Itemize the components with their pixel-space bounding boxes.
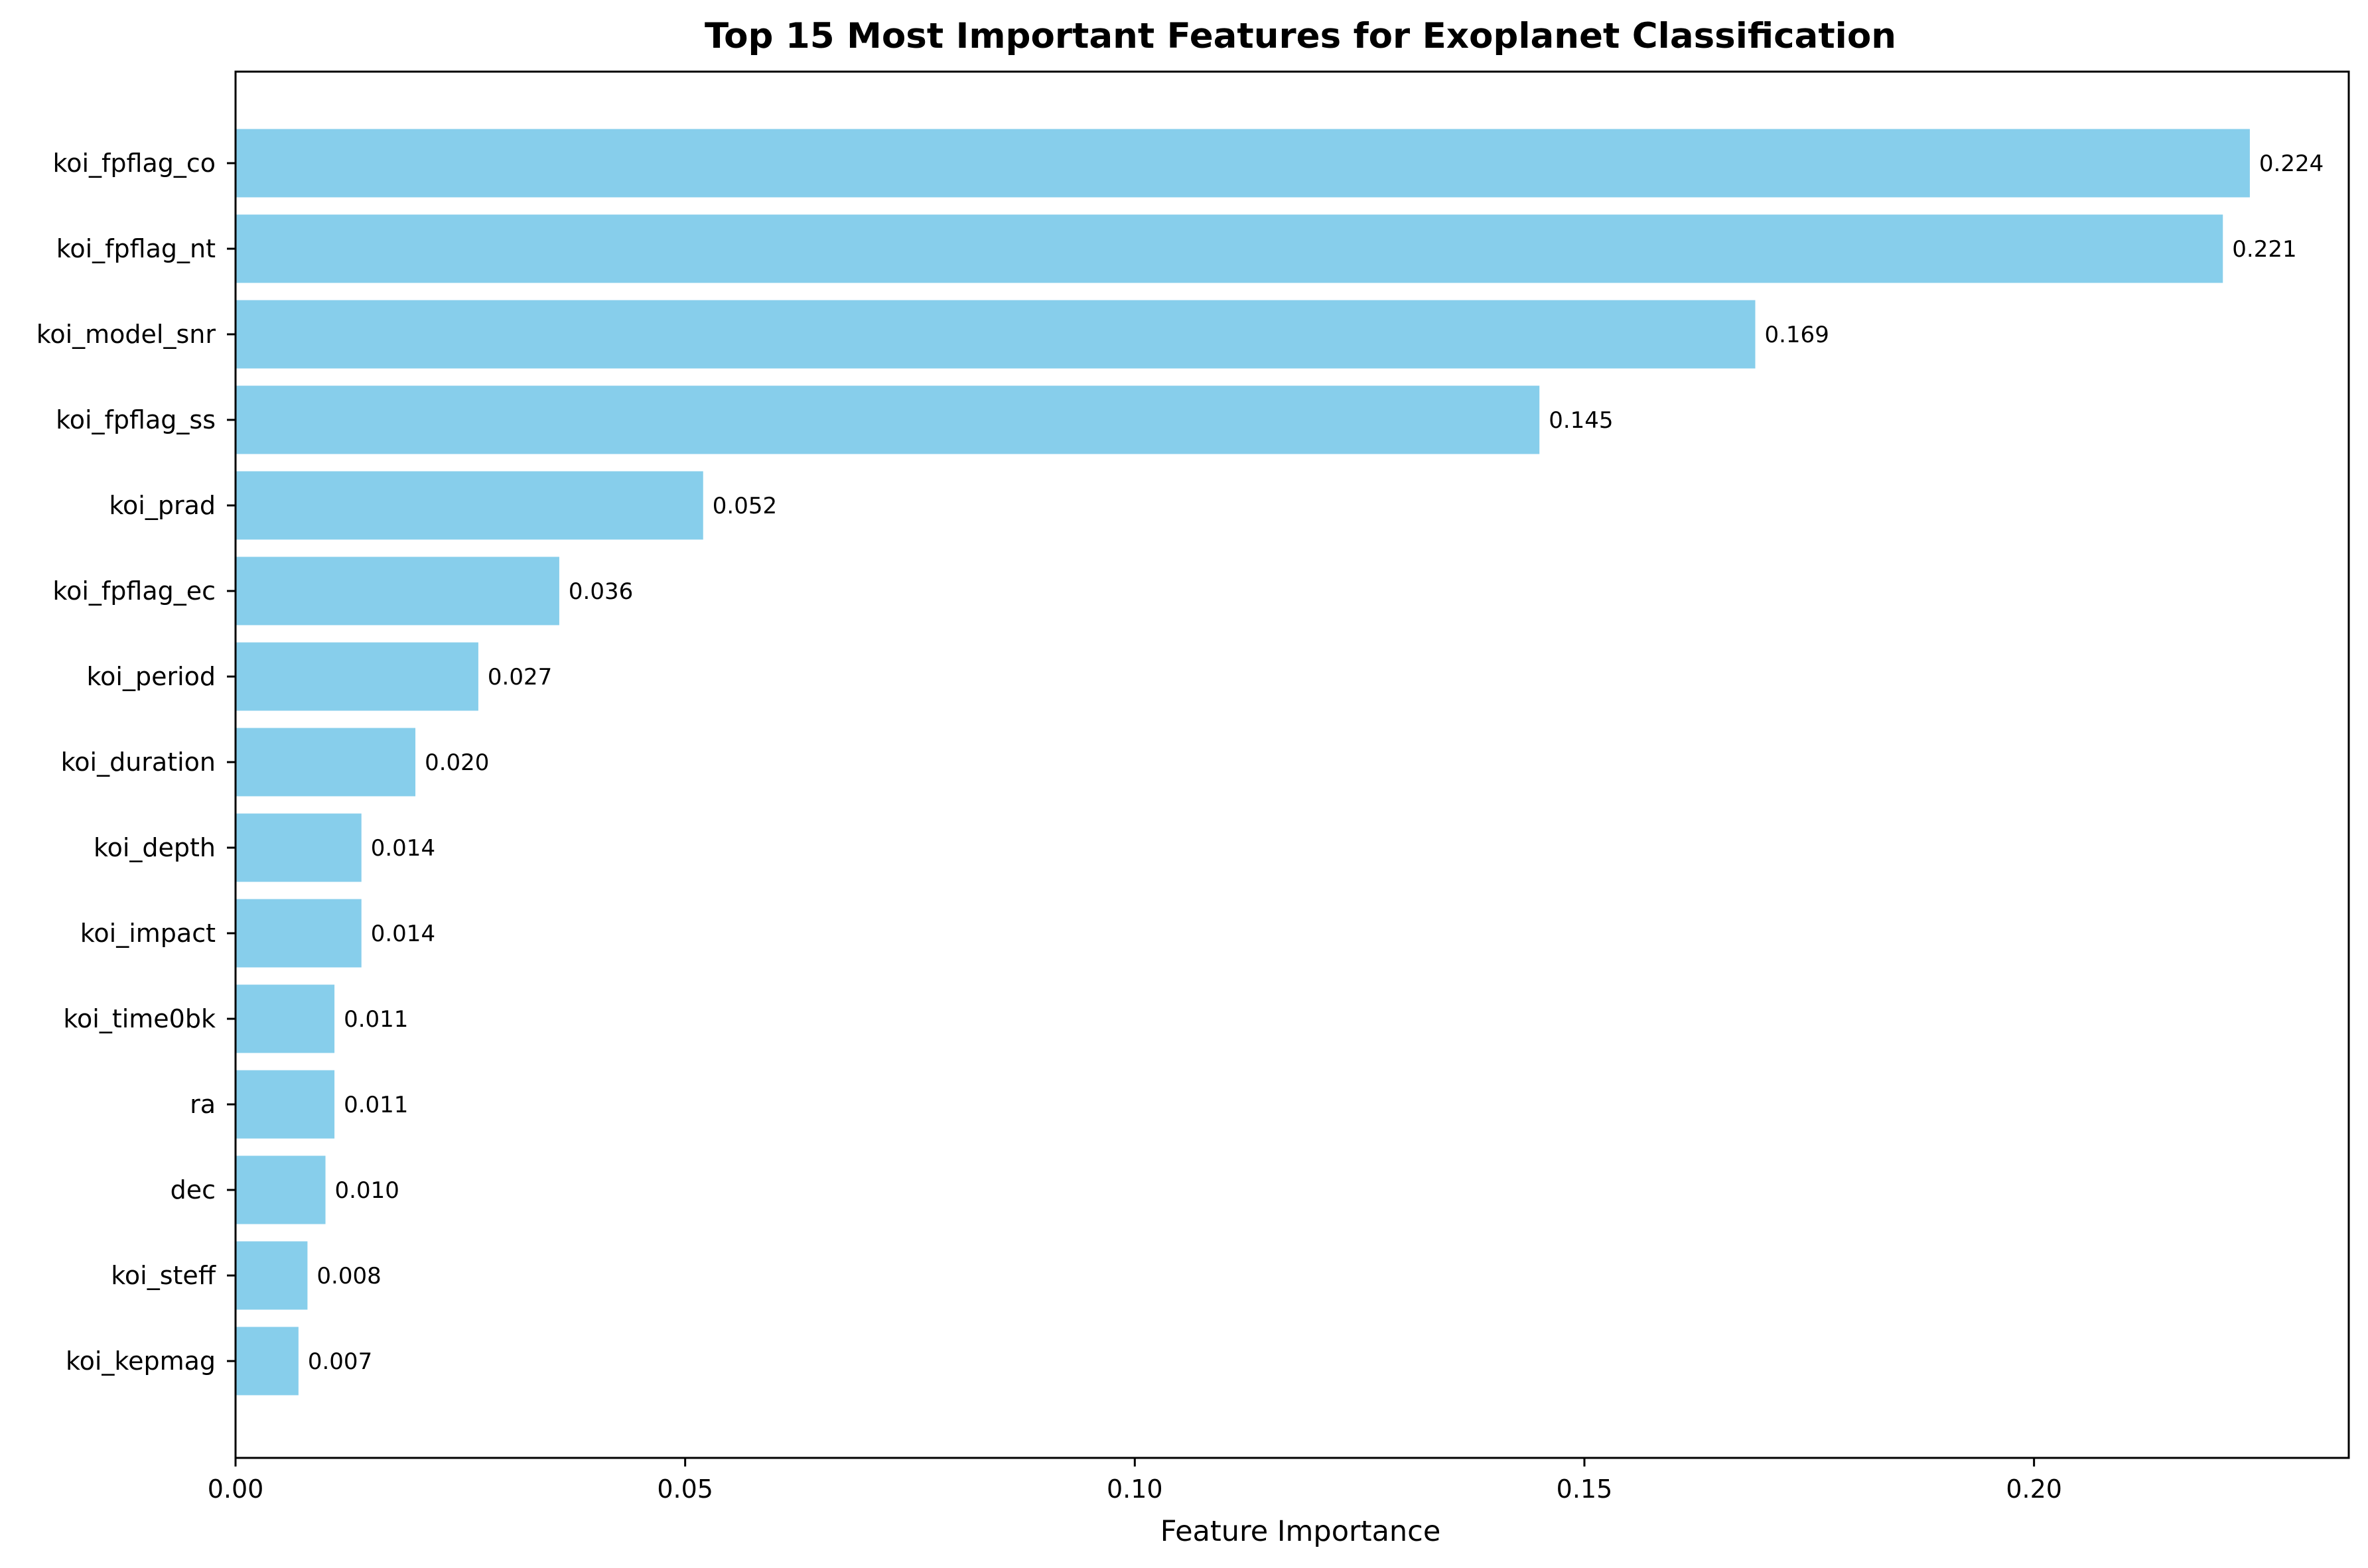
y-tick-label: dec [171, 1175, 216, 1205]
bar-value-label: 0.008 [316, 1263, 381, 1289]
bar [236, 214, 2223, 283]
y-tick-label: koi_fpflag_ss [56, 405, 216, 434]
bar [236, 471, 703, 540]
x-tick-label: 0.10 [1107, 1474, 1163, 1504]
y-tick-label: koi_depth [94, 833, 216, 862]
bar-value-label: 0.007 [308, 1348, 372, 1375]
y-tick-label: koi_steff [111, 1261, 216, 1290]
bar-value-label: 0.011 [344, 1092, 408, 1118]
bar-value-label: 0.052 [713, 493, 777, 519]
bar-value-label: 0.036 [569, 578, 633, 605]
bar-value-label: 0.027 [488, 664, 552, 690]
bar [236, 556, 559, 625]
bar-value-label: 0.221 [2232, 236, 2296, 263]
x-tick-label: 0.15 [1557, 1474, 1613, 1504]
bar [236, 129, 2250, 198]
bar [236, 642, 478, 711]
bar-value-label: 0.014 [371, 921, 435, 947]
x-axis-label: Feature Importance [1160, 1515, 1441, 1548]
bar [236, 728, 416, 797]
bar [236, 813, 362, 882]
y-tick-label: koi_fpflag_ec [52, 576, 216, 606]
bar [236, 385, 1540, 454]
axes-frame [234, 70, 2350, 1459]
chart-title: Top 15 Most Important Features for Exopl… [705, 16, 1896, 56]
bar [236, 1241, 308, 1310]
y-tick-label: koi_impact [80, 919, 216, 948]
bar [236, 1155, 326, 1224]
y-tick-label: koi_model_snr [36, 320, 216, 349]
bars-layer: 0.224 0.221 0.169 0.145 0.052 0.036 0.027 0.020… [236, 129, 2324, 1396]
bar-value-label: 0.010 [335, 1177, 399, 1204]
y-tick-label: koi_prad [109, 491, 216, 520]
bar-value-label: 0.145 [1549, 407, 1613, 434]
bar [236, 984, 335, 1053]
bar [236, 1070, 335, 1139]
bar-value-label: 0.224 [2259, 151, 2324, 177]
x-tick-label: 0.05 [657, 1474, 713, 1504]
y-tick-label: koi_time0bk [63, 1004, 216, 1033]
x-tick-label: 0.20 [2006, 1474, 2062, 1504]
y-tick-label: koi_duration [61, 748, 216, 777]
x-tick-label: 0.00 [208, 1474, 264, 1504]
bar [236, 300, 1756, 369]
y-tick-label: koi_fpflag_nt [56, 234, 216, 263]
bar-value-label: 0.014 [371, 835, 435, 862]
bar-value-label: 0.169 [1764, 322, 1829, 348]
y-tick-label: koi_kepmag [66, 1346, 216, 1376]
bar [236, 899, 362, 968]
bar-value-label: 0.020 [425, 750, 489, 776]
y-tick-label: koi_fpflag_co [53, 149, 216, 178]
bar-value-label: 0.011 [344, 1006, 408, 1033]
plot-frame [234, 70, 2350, 1459]
bar [236, 1327, 299, 1396]
y-tick-label: ra [190, 1090, 216, 1119]
ticks-layer: koi_fpflag_co koi_fpflag_nt koi_model_snrk… [36, 149, 2062, 1504]
y-tick-label: koi_period [86, 662, 216, 691]
